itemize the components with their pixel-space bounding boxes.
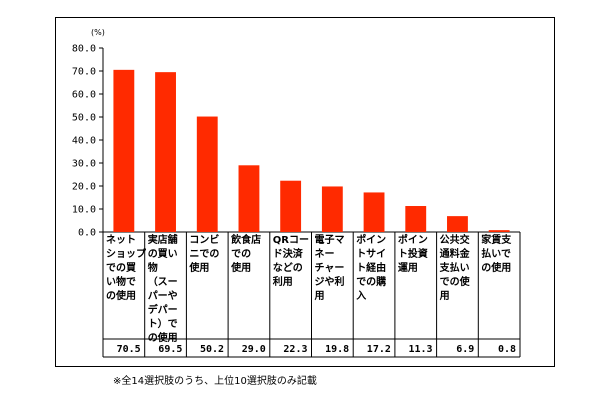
- bar: [113, 69, 135, 232]
- value-label: 19.8: [325, 344, 349, 355]
- y-tick-label: 60.0: [72, 90, 96, 101]
- category-label: ポイン トサイ ト経由 での購 入: [356, 235, 387, 302]
- bar: [280, 180, 302, 232]
- bar: [488, 230, 510, 232]
- bar: [447, 216, 468, 232]
- y-tick-label: 40.0: [72, 136, 96, 147]
- category-label: 実店舗 の買い 物 （スー パーや デパー ト）で の使用: [147, 235, 178, 344]
- value-label: 29.0: [242, 344, 266, 355]
- category-label: 飲食店 での 使用: [231, 235, 262, 274]
- chart-frame: [55, 17, 555, 367]
- value-label: 22.3: [283, 344, 307, 355]
- value-label: 11.3: [409, 344, 433, 355]
- y-tick-label: 70.0: [72, 67, 96, 78]
- category-label: ポイン ト投資 運用: [397, 235, 428, 274]
- value-label: 69.5: [158, 344, 182, 355]
- bar: [321, 186, 343, 232]
- category-label: ネット ショップ での買 い物で の使用: [106, 235, 146, 302]
- category-label: 電子マ ネー チャー ジや利 用: [314, 235, 345, 302]
- bar: [405, 206, 427, 232]
- category-label: 公共交 通料金 支払い での使 用: [439, 235, 470, 302]
- category-label: QRコー ド決済 などの 利用: [272, 235, 309, 288]
- bar: [238, 165, 260, 232]
- footnote: ※全14選択肢のうち、上位10選択肢のみ記載: [113, 376, 317, 387]
- bar: [155, 72, 176, 233]
- y-tick-label: 10.0: [72, 205, 96, 216]
- y-unit-label: (%): [91, 28, 105, 37]
- value-label: 70.5: [117, 344, 141, 355]
- bar: [363, 192, 385, 232]
- value-label: 50.2: [200, 344, 224, 355]
- category-label: コンビ ニでの 使用: [189, 235, 220, 274]
- y-tick-label: 20.0: [72, 182, 96, 193]
- value-label: 17.2: [367, 344, 391, 355]
- value-label: 6.9: [456, 344, 474, 355]
- category-label: 家賃支 払いで の使用: [481, 235, 512, 274]
- y-tick-label: 0.0: [78, 228, 96, 239]
- y-tick-label: 80.0: [72, 44, 96, 55]
- value-label: 0.8: [498, 344, 516, 355]
- y-tick-label: 30.0: [72, 159, 96, 170]
- bar: [196, 116, 218, 232]
- y-tick-label: 50.0: [72, 113, 96, 124]
